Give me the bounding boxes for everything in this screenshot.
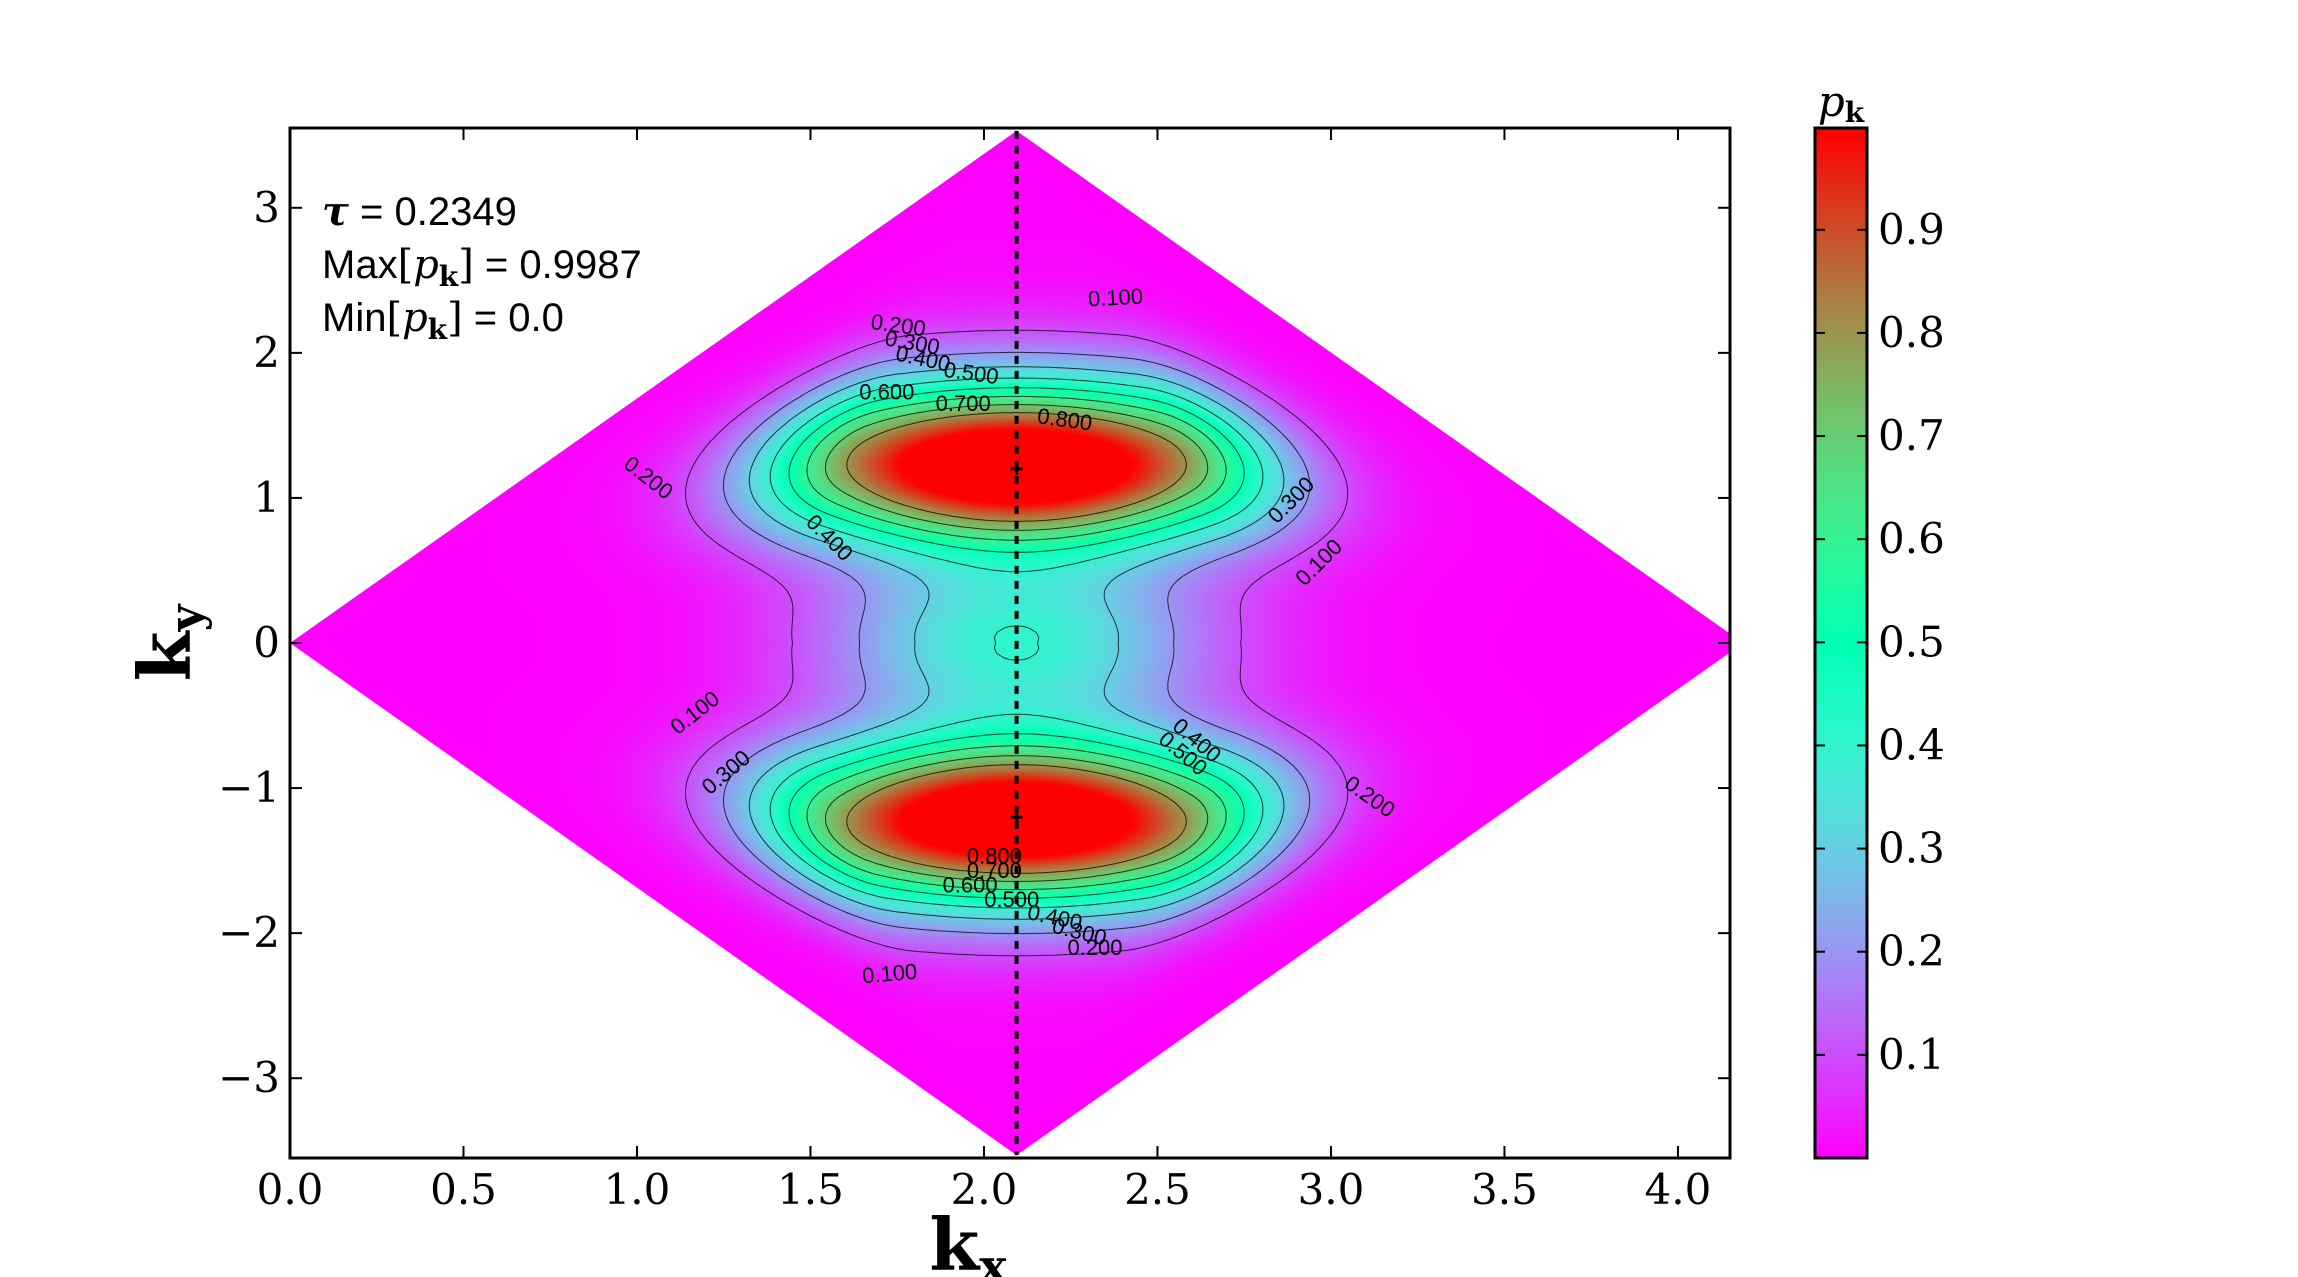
y-tick-label: 1 — [253, 473, 280, 522]
contour-line — [769, 377, 1264, 909]
colorbar-tick-label: 0.2 — [1878, 927, 1945, 976]
y-tick-label: 3 — [253, 183, 280, 232]
x-tick-label: 1.5 — [777, 1165, 844, 1214]
x-tick-label: 4.0 — [1645, 1165, 1712, 1214]
x-tick-label: 0.0 — [257, 1165, 324, 1214]
x-axis-label: kx — [929, 1202, 1007, 1277]
colorbar: 0.1 0.2 0.3 0.4 0.5 0.6 0.7 0.8 0.9 pk — [1813, 77, 1945, 1160]
maximum-marker — [1010, 462, 1023, 475]
colorbar-tick-label: 0.9 — [1878, 205, 1945, 254]
contour-line — [748, 366, 1285, 920]
contour-label: 0.500 — [984, 887, 1039, 912]
contour-label: 0.700 — [967, 858, 1022, 883]
y-tick-label: 2 — [253, 328, 280, 377]
tau-annotation: τ = 0.2349 — [322, 188, 517, 235]
contour-label: 0.100 — [1087, 284, 1143, 312]
contour-line — [824, 404, 1209, 882]
x-tick-label: 2.0 — [951, 1165, 1018, 1214]
contour-line — [806, 395, 1227, 891]
x-axis-ticks: 0.0 0.5 1.0 1.5 2.0 2.5 3.0 3.5 4.0 — [257, 128, 1712, 1214]
colorbar-tick-label: 0.3 — [1878, 824, 1945, 873]
x-tick-label: 3.5 — [1471, 1165, 1538, 1214]
contour-label: 0.200 — [1067, 935, 1122, 960]
x-tick-label: 3.0 — [1298, 1165, 1365, 1214]
contour-line — [846, 412, 1187, 874]
contour-label: 0.100 — [861, 959, 918, 989]
contour-line — [685, 329, 1349, 957]
y-axis-label: ky — [122, 603, 213, 681]
min-annotation: Min[pk] = 0.0 — [322, 295, 564, 346]
contour-line — [723, 351, 1311, 935]
y-tick-label: −3 — [218, 1053, 280, 1102]
colorbar-tick-label: 0.6 — [1878, 514, 1945, 563]
colorbar-tick-label: 0.7 — [1878, 411, 1945, 460]
colorbar-ticks: 0.1 0.2 0.3 0.4 0.5 0.6 0.7 0.8 0.9 — [1815, 205, 1945, 1079]
maximum-markers — [1010, 462, 1023, 824]
maximum-marker — [1010, 811, 1023, 824]
y-axis-ticks: 3 2 1 0 −1 −2 −3 — [218, 183, 1730, 1102]
colorbar-tick-label: 0.1 — [1878, 1030, 1945, 1079]
contour-line — [788, 387, 1245, 899]
x-tick-label: 1.0 — [604, 1165, 671, 1214]
contour-lines — [685, 329, 1349, 957]
colorbar-tick-label: 0.4 — [1878, 720, 1945, 769]
x-tick-label: 2.5 — [1124, 1165, 1191, 1214]
colorbar-tick-label: 0.5 — [1878, 617, 1945, 666]
colorbar-label: pk — [1818, 77, 1865, 129]
colorbar-tick-label: 0.8 — [1878, 308, 1945, 357]
y-tick-label: −1 — [218, 763, 280, 812]
contour-label: 0.800 — [967, 844, 1022, 869]
stats-annotation: τ = 0.2349 Max[pk] = 0.9987 Min[pk] = 0.… — [322, 188, 642, 346]
x-tick-label: 0.5 — [430, 1165, 497, 1214]
contour-label: 0.700 — [936, 391, 991, 416]
y-tick-label: 0 — [253, 618, 280, 667]
max-annotation: Max[pk] = 0.9987 — [322, 242, 642, 293]
contour-label: 0.600 — [943, 873, 998, 898]
y-tick-label: −2 — [218, 908, 280, 957]
contour-label: 0.600 — [859, 379, 914, 404]
